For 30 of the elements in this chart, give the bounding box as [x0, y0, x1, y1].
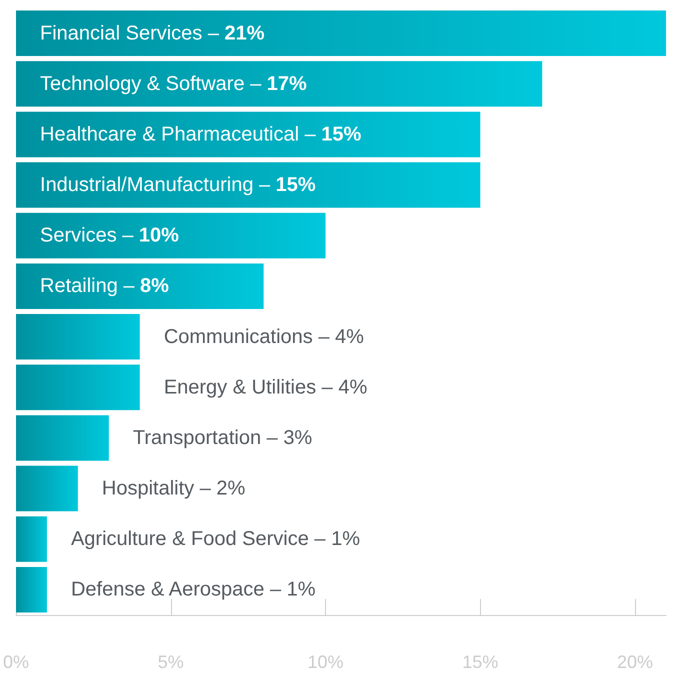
data-label: 17%	[266, 72, 308, 95]
bar	[16, 61, 542, 107]
bar	[16, 263, 264, 309]
bar	[16, 162, 480, 208]
bar	[16, 364, 140, 410]
data-label: 10%	[138, 224, 180, 247]
bar	[16, 212, 326, 258]
bar	[16, 314, 140, 360]
data-label: 15%	[321, 123, 362, 146]
y-tick-label: Retailing –	[40, 275, 140, 298]
bar	[16, 415, 109, 461]
category-label: Agriculture & Food Service – 1%	[70, 528, 360, 550]
data-label: 8%	[140, 275, 170, 298]
data-label: 15%	[276, 174, 316, 196]
y-tick-label: Technology & Software –	[40, 72, 267, 95]
y-tick-label: Financial Services –	[40, 22, 225, 44]
bar	[16, 10, 666, 56]
bar	[16, 466, 78, 512]
y-tick-label: Industrial/Manufacturing –	[40, 174, 276, 196]
y-tick-label: Healthcare & Pharmaceutical –	[40, 123, 322, 146]
bar	[16, 566, 47, 612]
bar	[16, 516, 47, 562]
category-label: Communications – 4%	[164, 326, 364, 348]
category-label: Transportation – 3%	[132, 426, 312, 449]
bar	[16, 112, 480, 158]
category-label: Hospitality – 2%	[102, 478, 246, 500]
category-label: Defense & Aerospace – 1%	[70, 578, 316, 601]
y-tick-label: Services –	[40, 224, 139, 247]
category-label: Energy & Utilities – 4%	[164, 376, 368, 398]
data-label: 21%	[224, 22, 265, 44]
